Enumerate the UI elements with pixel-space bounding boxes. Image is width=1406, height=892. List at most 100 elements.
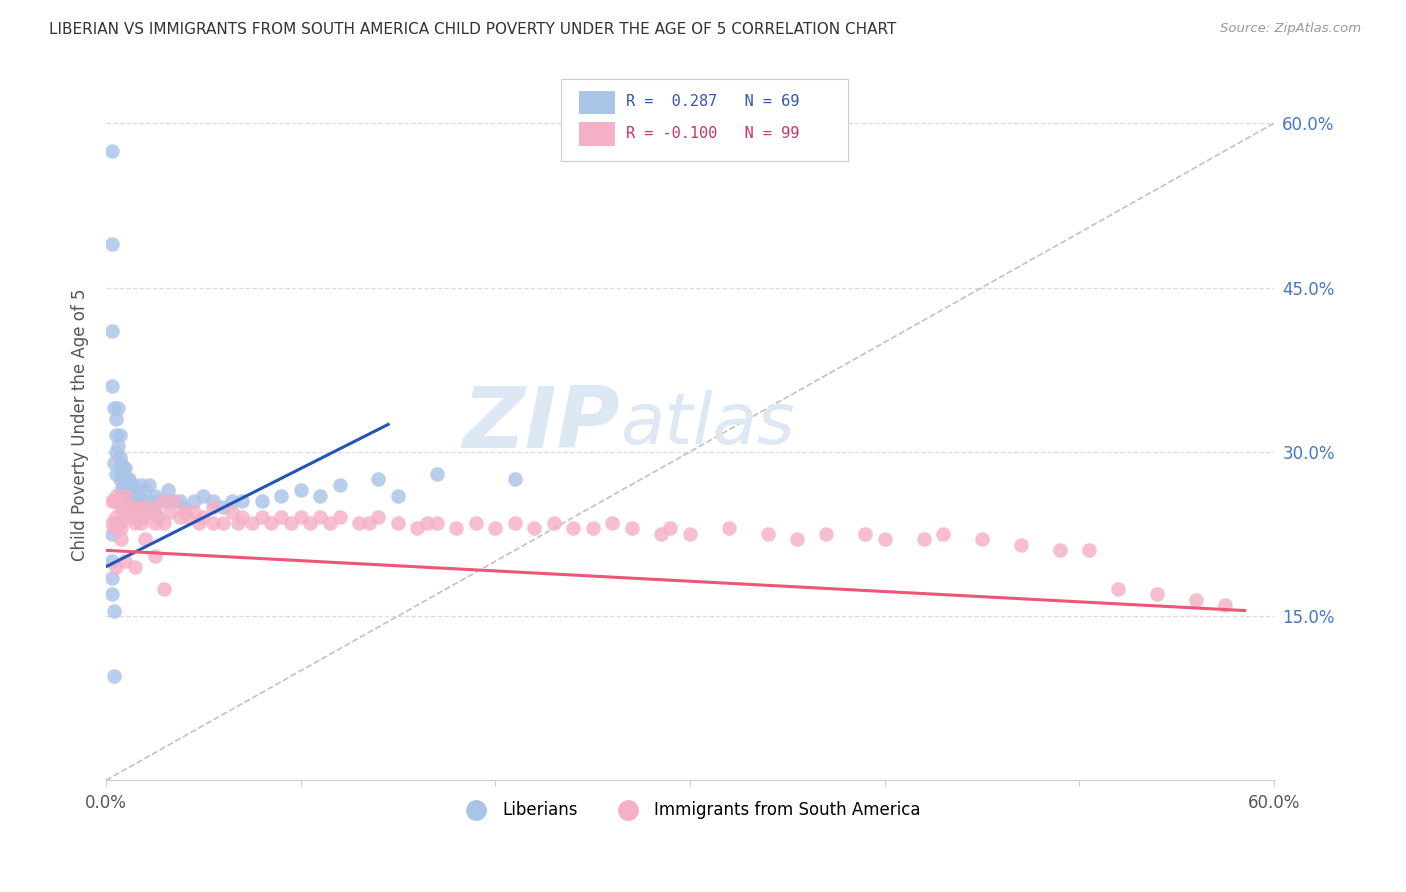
Point bbox=[367, 472, 389, 486]
Point bbox=[464, 516, 486, 530]
Point bbox=[309, 510, 332, 524]
Point bbox=[108, 450, 131, 465]
Point bbox=[129, 516, 152, 530]
Point bbox=[159, 505, 181, 519]
Point bbox=[117, 500, 139, 514]
Point bbox=[328, 510, 350, 524]
Point bbox=[387, 516, 409, 530]
Point bbox=[173, 500, 195, 514]
Point bbox=[129, 477, 152, 491]
Point bbox=[183, 505, 205, 519]
Point bbox=[484, 521, 506, 535]
Point bbox=[148, 494, 170, 508]
Point bbox=[153, 494, 176, 508]
Point bbox=[153, 494, 176, 508]
Point bbox=[562, 521, 585, 535]
Point bbox=[103, 401, 125, 415]
Point bbox=[1078, 543, 1101, 558]
Point bbox=[1049, 543, 1071, 558]
Point bbox=[426, 467, 449, 481]
Point bbox=[108, 428, 131, 442]
Point bbox=[103, 521, 125, 535]
FancyBboxPatch shape bbox=[579, 91, 614, 113]
Point bbox=[100, 587, 122, 601]
Point bbox=[183, 494, 205, 508]
Point bbox=[112, 505, 135, 519]
FancyBboxPatch shape bbox=[579, 122, 614, 145]
Point bbox=[523, 521, 546, 535]
Point bbox=[114, 510, 136, 524]
Point bbox=[328, 477, 350, 491]
Point bbox=[201, 500, 224, 514]
Point bbox=[110, 467, 132, 481]
Point bbox=[153, 582, 176, 596]
Point bbox=[1146, 587, 1168, 601]
Point bbox=[163, 494, 186, 508]
Text: Source: ZipAtlas.com: Source: ZipAtlas.com bbox=[1220, 22, 1361, 36]
Point bbox=[120, 494, 142, 508]
Point bbox=[104, 428, 127, 442]
Point bbox=[104, 559, 127, 574]
Point bbox=[104, 467, 127, 481]
Point bbox=[446, 521, 468, 535]
Point bbox=[104, 412, 127, 426]
Point bbox=[138, 477, 160, 491]
Point bbox=[104, 444, 127, 458]
Point bbox=[620, 521, 643, 535]
Point bbox=[226, 516, 249, 530]
Point bbox=[543, 516, 565, 530]
Point bbox=[221, 494, 243, 508]
Point bbox=[103, 456, 125, 470]
Point bbox=[143, 505, 166, 519]
Text: atlas: atlas bbox=[620, 390, 794, 458]
Point bbox=[143, 516, 166, 530]
Point bbox=[103, 603, 125, 617]
Point bbox=[114, 554, 136, 568]
Point bbox=[134, 483, 156, 497]
Point bbox=[134, 500, 156, 514]
Point bbox=[124, 500, 146, 514]
Point bbox=[173, 505, 195, 519]
Point bbox=[132, 510, 155, 524]
Point bbox=[756, 527, 779, 541]
Point bbox=[138, 494, 160, 508]
Point bbox=[118, 489, 141, 503]
Point bbox=[679, 527, 702, 541]
Point bbox=[108, 472, 131, 486]
Point bbox=[270, 510, 292, 524]
Text: R = -0.100   N = 99: R = -0.100 N = 99 bbox=[626, 126, 799, 141]
Point bbox=[122, 505, 145, 519]
Point bbox=[387, 489, 409, 503]
Point bbox=[128, 505, 150, 519]
Point bbox=[122, 477, 145, 491]
Point bbox=[231, 494, 253, 508]
Point bbox=[110, 483, 132, 497]
Text: LIBERIAN VS IMMIGRANTS FROM SOUTH AMERICA CHILD POVERTY UNDER THE AGE OF 5 CORRE: LIBERIAN VS IMMIGRANTS FROM SOUTH AMERIC… bbox=[49, 22, 897, 37]
Text: ZIP: ZIP bbox=[463, 383, 620, 466]
Point bbox=[416, 516, 439, 530]
Point bbox=[650, 527, 672, 541]
Point bbox=[128, 489, 150, 503]
Point bbox=[290, 483, 312, 497]
Point bbox=[118, 505, 141, 519]
Point bbox=[1213, 598, 1236, 612]
Point bbox=[357, 516, 380, 530]
Point bbox=[270, 489, 292, 503]
Point bbox=[114, 461, 136, 475]
Point bbox=[100, 379, 122, 393]
Point bbox=[600, 516, 623, 530]
Point bbox=[153, 516, 176, 530]
Point bbox=[250, 510, 273, 524]
Point bbox=[932, 527, 955, 541]
Point bbox=[853, 527, 876, 541]
Point bbox=[169, 494, 191, 508]
Point bbox=[100, 554, 122, 568]
Point bbox=[124, 500, 146, 514]
Point bbox=[108, 494, 131, 508]
Point bbox=[176, 510, 198, 524]
Point bbox=[786, 533, 808, 547]
Point bbox=[107, 516, 129, 530]
Point bbox=[193, 510, 215, 524]
FancyBboxPatch shape bbox=[561, 79, 848, 161]
Point bbox=[134, 533, 156, 547]
